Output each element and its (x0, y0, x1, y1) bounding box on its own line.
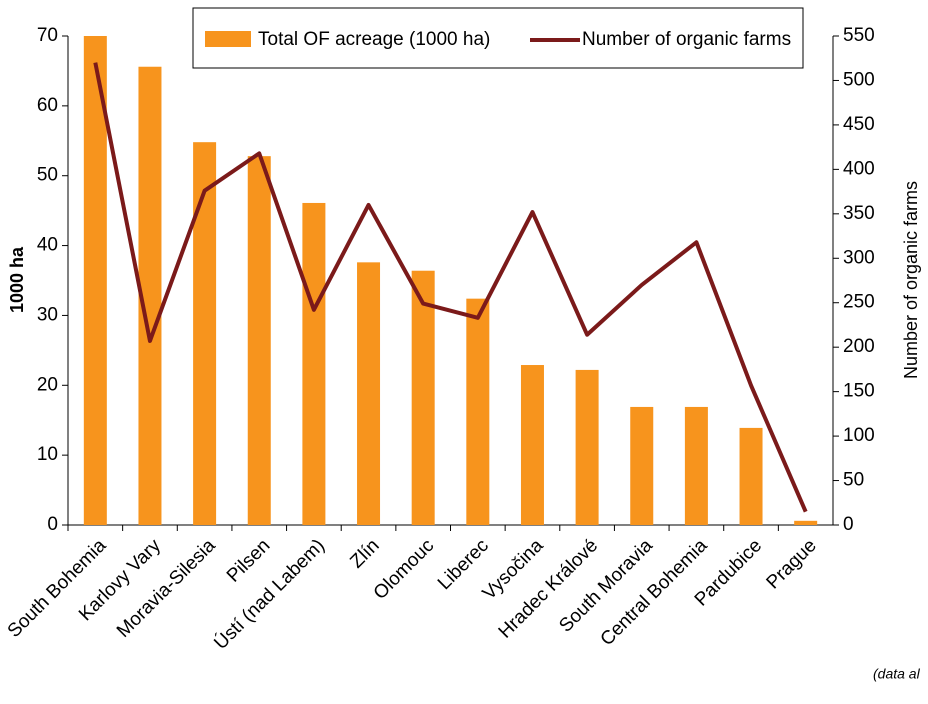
bar (411, 270, 435, 525)
y2-tick-label: 50 (843, 470, 864, 491)
y-tick-label: 70 (37, 25, 58, 46)
y2-axis-label: Number of organic farms (901, 181, 921, 379)
x-tick-label: South Moravia (555, 535, 657, 637)
bar (138, 66, 162, 525)
y-tick-label: 30 (37, 304, 58, 325)
y2-tick-label: 250 (843, 292, 875, 313)
line (93, 62, 808, 513)
x-tick-label: Pilsen (223, 535, 274, 586)
y-tick-label: 0 (47, 514, 58, 535)
bar (193, 142, 217, 525)
x-tick-label: Olomouc (370, 535, 439, 604)
y-tick-label: 40 (37, 235, 58, 256)
bar (794, 520, 818, 525)
x-tick-label: Zlín (346, 535, 383, 572)
bar (466, 298, 490, 525)
y2-tick-label: 200 (843, 336, 875, 357)
y-tick-label: 50 (37, 165, 58, 186)
y2-tick-label: 400 (843, 158, 875, 179)
y2-tick-label: 150 (843, 381, 875, 402)
y2-tick-label: 100 (843, 425, 875, 446)
legend-box (192, 7, 804, 69)
annotation: (data al (873, 666, 921, 682)
bar (247, 156, 271, 525)
y2-tick-label: 300 (843, 247, 875, 268)
legend-label: Number of organic farms (582, 29, 791, 50)
x-tick-label: Hradec Králové (495, 535, 602, 642)
bar (684, 406, 708, 525)
bar (83, 36, 107, 525)
legend-label: Total OF acreage (1000 ha) (258, 29, 490, 50)
y2-tick-label: 0 (843, 514, 854, 535)
y-tick-label: 60 (37, 95, 58, 116)
y-axis-label: 1000 ha (7, 246, 27, 313)
y2-tick-label: 550 (843, 25, 875, 46)
y2-tick-label: 450 (843, 114, 875, 135)
bar (520, 365, 544, 525)
bar (575, 369, 599, 525)
y2-tick-label: 350 (843, 203, 875, 224)
bar (739, 427, 763, 525)
legend-swatch (205, 31, 251, 47)
x-tick-label: South Bohemia (4, 535, 111, 642)
y-tick-label: 20 (37, 374, 58, 395)
bar (357, 262, 381, 525)
y2-tick-label: 500 (843, 69, 875, 90)
bar (630, 406, 654, 525)
x-tick-label: Moravia-Silesia (113, 535, 220, 642)
bar (302, 202, 326, 526)
x-tick-label: Prague (763, 535, 821, 593)
y-tick-label: 10 (37, 444, 58, 465)
